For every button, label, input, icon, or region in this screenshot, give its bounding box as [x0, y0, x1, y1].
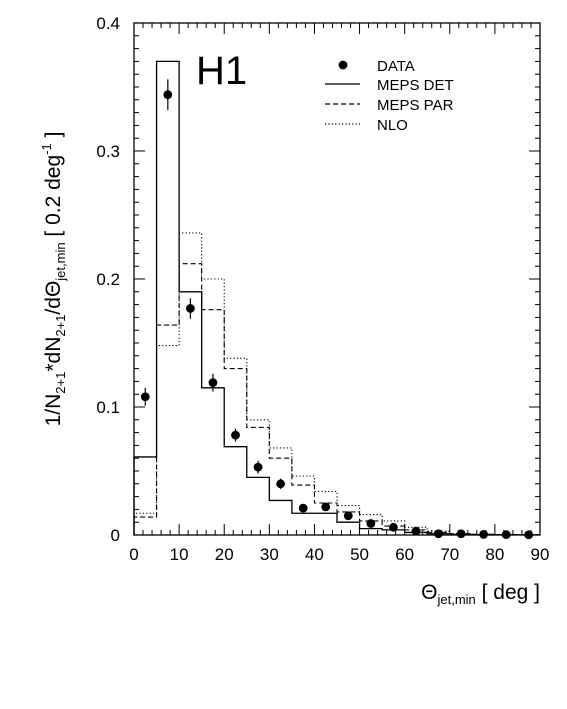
data-point	[321, 502, 331, 512]
y-title-sub-1: 2+1	[53, 372, 68, 394]
axis-tick-labels: 0 10 20 30 40 50 60 70 80 90 0 0.1 0.2 0.3 0.4	[96, 14, 549, 564]
x-tick-label: 80	[485, 545, 504, 564]
x-axis-subscript: jet,min	[436, 592, 475, 607]
data-point	[388, 522, 398, 532]
data-point	[366, 519, 376, 528]
legend: DATA MEPS DET MEPS PAR NLO	[325, 58, 454, 134]
x-tick-label: 70	[440, 545, 459, 564]
legend-label: MEPS DET	[377, 77, 454, 94]
y-tick-label: 0.2	[96, 270, 120, 289]
x-tick-label: 30	[260, 545, 279, 564]
x-tick-label: 10	[170, 545, 189, 564]
y-title-sub-2: 2+1	[53, 315, 68, 337]
series-meps-det-histogram	[133, 60, 540, 536]
y-tick-label: 0.1	[96, 398, 120, 417]
series-nlo-histogram	[133, 232, 540, 536]
data-point	[253, 462, 263, 472]
data-point	[276, 479, 286, 489]
y-tick-label: 0.3	[96, 142, 120, 161]
legend-label: MEPS PAR	[377, 97, 454, 114]
plot-frame	[133, 22, 541, 536]
y-title-part-4: [ 0.2 deg	[42, 155, 65, 243]
data-point	[163, 90, 173, 100]
data-point	[343, 511, 353, 521]
y-title-part-3: /dΘ	[42, 281, 65, 315]
x-axis-title: Θjet,min [ deg ]	[421, 581, 540, 607]
y-tick-label: 0.4	[96, 14, 120, 33]
data-point	[298, 503, 308, 513]
y-title-part-5: ]	[42, 132, 65, 144]
x-tick-label: 60	[395, 545, 414, 564]
data-point	[411, 526, 421, 536]
x-tick-label: 40	[305, 545, 324, 564]
data-point	[456, 529, 466, 539]
legend-label: DATA	[377, 58, 415, 75]
legend-label: NLO	[377, 117, 408, 134]
y-axis-title: 1/N2+1*dN2+1/dΘjet,min [ 0.2 deg-1 ]	[39, 132, 68, 427]
series-meps-par-histogram	[133, 263, 540, 536]
y-title-part-1: 1/N	[42, 394, 65, 427]
y-title-superscript: -1	[39, 143, 54, 155]
data-point	[231, 430, 240, 440]
data-point	[434, 529, 443, 539]
y-title-part-2: *dN	[42, 337, 65, 372]
legend-marker-data	[338, 60, 348, 70]
data-point	[140, 392, 150, 402]
x-tick-label: 90	[531, 545, 550, 564]
y-tick-label: 0	[111, 526, 120, 545]
data-points-layer	[140, 79, 534, 540]
y-title-sub-3: jet,min	[53, 242, 68, 281]
x-tick-label: 50	[350, 545, 369, 564]
x-tick-label: 0	[129, 545, 138, 564]
data-point	[208, 378, 218, 388]
panel-label: H1	[196, 49, 247, 93]
axis-ticks	[133, 22, 541, 536]
histogram-layer	[133, 60, 540, 536]
x-axis-unit: [ deg ]	[476, 581, 540, 604]
x-tick-label: 20	[215, 545, 234, 564]
x-axis-symbol: Θ	[421, 581, 437, 604]
data-point	[185, 304, 195, 313]
